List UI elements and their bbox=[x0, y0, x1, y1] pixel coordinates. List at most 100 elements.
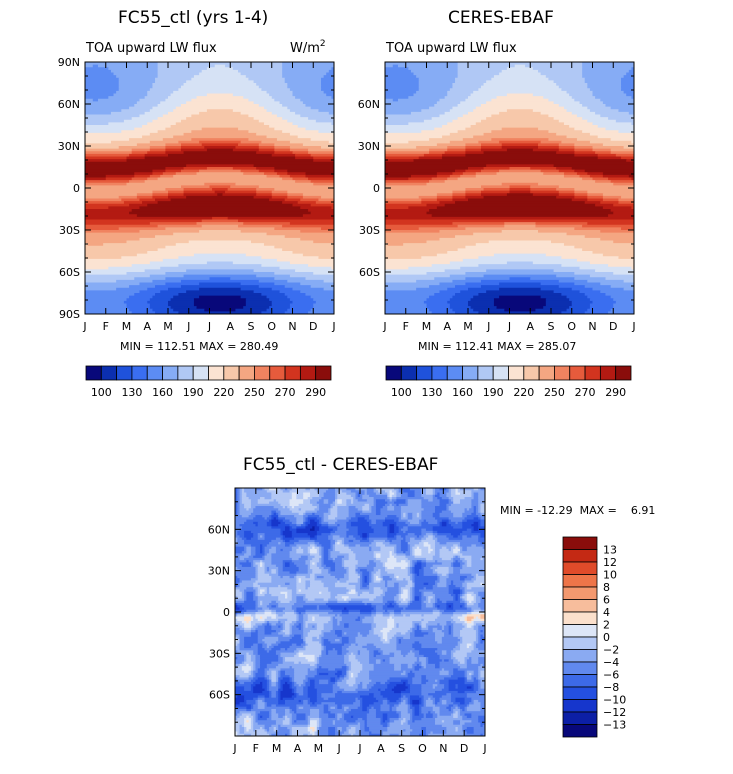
heatmap-cell bbox=[460, 711, 485, 715]
heatmap-cell bbox=[405, 535, 418, 539]
heatmap-cell bbox=[391, 706, 397, 710]
heatmap-cell bbox=[430, 697, 436, 701]
heatmap-cell bbox=[435, 510, 443, 514]
heatmap-cell bbox=[294, 677, 307, 681]
heatmap-cell bbox=[452, 193, 467, 197]
heatmap-cell bbox=[275, 670, 279, 674]
heatmap-cell bbox=[380, 720, 384, 724]
heatmap-cell bbox=[450, 492, 457, 496]
heatmap-cell bbox=[173, 295, 200, 299]
heatmap-cell bbox=[435, 634, 445, 638]
heatmap-cell bbox=[462, 596, 468, 600]
heatmap-cell bbox=[589, 306, 614, 310]
heatmap-cell bbox=[571, 167, 634, 171]
heatmap-cell bbox=[274, 98, 301, 102]
heatmap-cell bbox=[298, 589, 302, 593]
heatmap-cell bbox=[251, 240, 314, 244]
heatmap-cell bbox=[561, 140, 591, 144]
heatmap-cell bbox=[186, 117, 255, 121]
heatmap-cell bbox=[373, 668, 395, 672]
heatmap-cell bbox=[571, 96, 596, 100]
heatmap-cell bbox=[380, 571, 388, 575]
heatmap-cell bbox=[506, 148, 534, 152]
heatmap-cell bbox=[152, 279, 182, 284]
heatmap-cell bbox=[149, 109, 174, 113]
heatmap-cell bbox=[412, 704, 420, 708]
heatmap-cell bbox=[274, 245, 334, 249]
heatmap-cell bbox=[305, 521, 311, 525]
heatmap-cell bbox=[266, 684, 270, 687]
heatmap-cell bbox=[246, 609, 259, 613]
heatmap-cell bbox=[346, 488, 357, 491]
heatmap-cell bbox=[250, 632, 259, 636]
heatmap-cell bbox=[558, 104, 583, 108]
heatmap-cell bbox=[310, 575, 316, 579]
heatmap-cell bbox=[157, 64, 216, 68]
heatmap-cell bbox=[300, 206, 333, 210]
heatmap-cell bbox=[535, 222, 588, 226]
heatmap-cell bbox=[412, 512, 418, 516]
heatmap-cell bbox=[244, 724, 252, 728]
heatmap-cell bbox=[273, 726, 277, 730]
heatmap-cell bbox=[449, 140, 479, 144]
heatmap-cell bbox=[387, 722, 391, 726]
heatmap-cell bbox=[296, 625, 302, 629]
heatmap-cell bbox=[441, 557, 452, 561]
heatmap-cell bbox=[437, 575, 441, 579]
heatmap-cell bbox=[453, 623, 463, 627]
heatmap-cell bbox=[385, 688, 393, 692]
heatmap-cell bbox=[241, 497, 250, 500]
heatmap-cell bbox=[350, 589, 357, 593]
heatmap-cell bbox=[421, 645, 457, 649]
heatmap-cell bbox=[448, 625, 452, 629]
heatmap-cell bbox=[414, 593, 422, 597]
heatmap-cell bbox=[284, 293, 307, 297]
heatmap-cell bbox=[85, 119, 125, 123]
heatmap-cell bbox=[610, 151, 634, 155]
heatmap-cell bbox=[385, 224, 459, 228]
heatmap-cell bbox=[412, 630, 416, 633]
heatmap-cell bbox=[303, 621, 307, 624]
heatmap-cell bbox=[538, 146, 560, 150]
heatmap-cell bbox=[434, 293, 456, 297]
heatmap-cell bbox=[235, 648, 241, 651]
heatmap-cell bbox=[295, 156, 314, 160]
heatmap-cell bbox=[337, 713, 343, 717]
heatmap-cell bbox=[257, 598, 279, 602]
heatmap-cell bbox=[412, 551, 416, 554]
heatmap-cell bbox=[466, 614, 482, 618]
heatmap-cell bbox=[613, 240, 634, 244]
heatmap-cell bbox=[382, 575, 391, 579]
heatmap-cell bbox=[450, 654, 454, 658]
heatmap-cell bbox=[419, 711, 422, 715]
heatmap-cell bbox=[482, 641, 485, 645]
heatmap-cell bbox=[396, 524, 409, 527]
heatmap-cell bbox=[435, 663, 441, 667]
heatmap-cell bbox=[235, 612, 238, 615]
heatmap-cell bbox=[437, 578, 441, 582]
heatmap-cell bbox=[344, 607, 347, 611]
heatmap-cell bbox=[235, 517, 254, 521]
heatmap-cell bbox=[380, 580, 386, 584]
heatmap-cell bbox=[364, 578, 368, 582]
heatmap-cell bbox=[464, 679, 468, 683]
heatmap-cell bbox=[355, 553, 375, 557]
heatmap-cell bbox=[387, 618, 395, 622]
heatmap-cell bbox=[271, 526, 286, 530]
heatmap-cell bbox=[253, 508, 279, 512]
heatmap-cell bbox=[278, 636, 293, 640]
heatmap-cell bbox=[452, 195, 467, 200]
heatmap-cell bbox=[85, 67, 109, 71]
heatmap-cell bbox=[235, 553, 245, 557]
heatmap-cell bbox=[480, 672, 485, 676]
heatmap-cell bbox=[446, 582, 452, 586]
heatmap-cell bbox=[103, 243, 177, 247]
heatmap-cell bbox=[253, 560, 261, 563]
heatmap-cell bbox=[237, 695, 245, 699]
heatmap-cell bbox=[621, 80, 634, 84]
heatmap-cell bbox=[85, 77, 120, 81]
heatmap-cell bbox=[439, 605, 447, 609]
heatmap-cell bbox=[413, 72, 459, 76]
heatmap-cell bbox=[437, 584, 447, 588]
heatmap-cell bbox=[360, 492, 366, 496]
